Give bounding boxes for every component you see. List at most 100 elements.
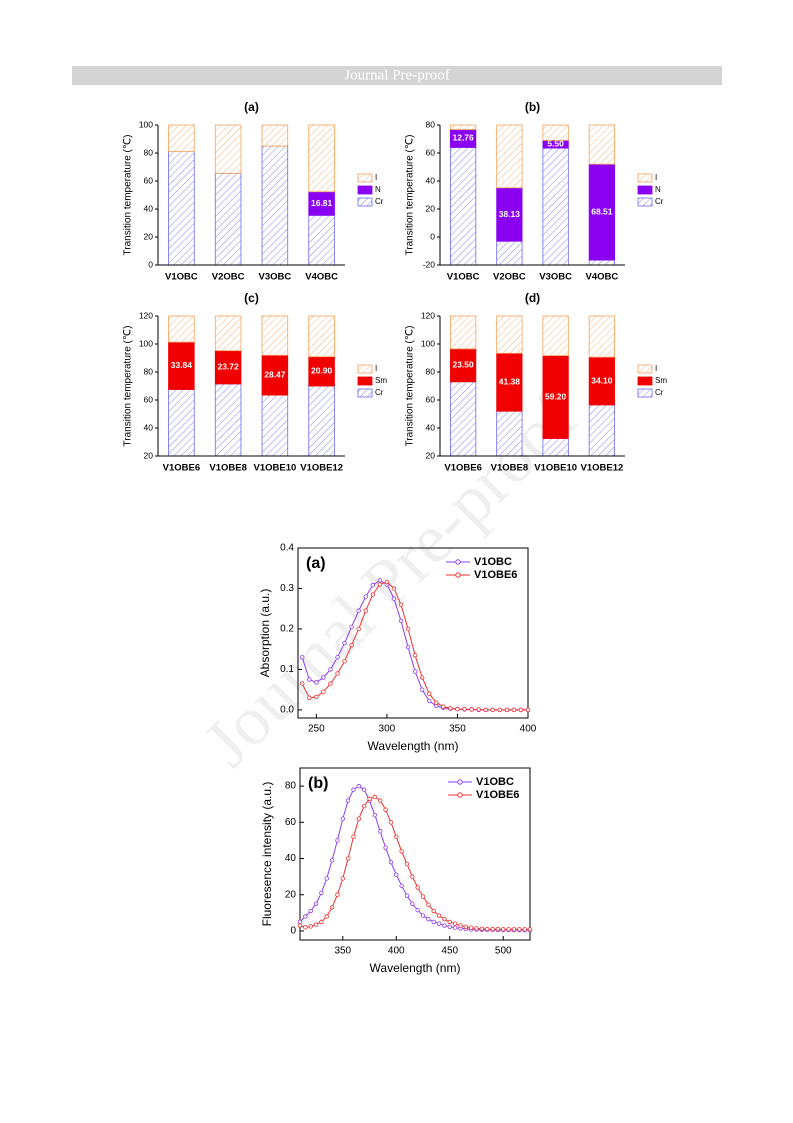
series-marker <box>504 707 510 713</box>
series-marker <box>431 919 436 925</box>
series-marker <box>356 626 361 632</box>
legend-label: N <box>375 185 381 194</box>
y-tick-label: 20 <box>144 231 154 241</box>
series-marker <box>427 698 432 704</box>
series-marker <box>412 669 418 674</box>
series-marker <box>345 798 351 803</box>
series-marker <box>308 908 313 914</box>
series-marker <box>319 919 324 925</box>
x-tick-label: V2OBC <box>212 272 245 283</box>
bar-segment <box>168 151 195 266</box>
series-marker <box>476 707 481 712</box>
bar-segment <box>542 147 569 266</box>
value-label: 23.72 <box>217 362 239 372</box>
x-tick-label: V2OBC <box>493 272 526 283</box>
legend-label: V1OBC <box>476 776 514 788</box>
bar-segment <box>542 355 569 439</box>
chart-title: (b) <box>525 100 540 114</box>
legend-swatch <box>637 388 653 398</box>
x-tick-label: 400 <box>388 946 405 957</box>
y-tick-label: 80 <box>426 119 436 129</box>
series-marker <box>391 596 397 601</box>
value-label: 59.20 <box>545 391 567 401</box>
series-marker <box>490 926 495 932</box>
series-marker <box>342 640 347 646</box>
header-title: Journal Pre-proof <box>344 67 449 83</box>
series-marker <box>405 644 411 650</box>
series-marker <box>419 675 425 680</box>
x-tick-label: 350 <box>334 946 351 957</box>
legend-swatch <box>357 388 373 398</box>
series-marker <box>335 838 340 843</box>
series-marker <box>447 919 452 925</box>
bar-segment <box>588 404 615 457</box>
x-axis-label: Wavelength (nm) <box>368 739 459 753</box>
series-marker <box>383 807 388 812</box>
series-marker <box>426 902 431 907</box>
series-marker <box>522 927 527 932</box>
series-marker <box>349 624 354 630</box>
y-tick-label: 80 <box>144 366 154 376</box>
chart-title: (a) <box>244 100 259 114</box>
series-marker <box>495 926 501 932</box>
series-marker <box>525 707 531 713</box>
value-label: 34.10 <box>591 375 613 385</box>
bar-segment <box>588 259 615 266</box>
series-line <box>299 785 530 931</box>
series-marker <box>313 901 319 906</box>
y-tick-label: 60 <box>426 394 436 404</box>
bar-segment <box>214 315 242 352</box>
series-marker <box>303 925 308 930</box>
x-tick-label: 400 <box>520 724 537 735</box>
x-tick-label: V1OBE10 <box>253 463 296 474</box>
series-marker <box>378 798 383 803</box>
y-tick-label: 0.4 <box>280 543 294 554</box>
series-marker <box>415 885 420 890</box>
series-marker <box>300 681 305 686</box>
y-tick-label: 20 <box>144 450 154 460</box>
y-tick-label: 40 <box>285 853 297 864</box>
series-marker <box>351 834 356 839</box>
y-tick-label: 100 <box>139 119 153 129</box>
y-axis-label: Transition temperature (℃) <box>405 135 416 256</box>
series-marker <box>335 655 340 660</box>
series-marker <box>415 907 420 913</box>
y-tick-label: 40 <box>144 203 154 213</box>
series-marker <box>297 919 303 925</box>
y-axis-label: Absorption (a.u.) <box>258 589 272 678</box>
bar-segment <box>588 356 615 406</box>
series-marker <box>370 592 375 597</box>
y-tick-label: 60 <box>144 394 154 404</box>
value-label: 20.90 <box>311 366 333 376</box>
series-marker <box>458 923 463 928</box>
series-marker <box>321 689 326 694</box>
legend-swatch <box>357 376 373 386</box>
y-tick-label: 20 <box>285 889 297 900</box>
value-label: 12.76 <box>452 133 474 143</box>
chart-title: (b) <box>308 775 328 792</box>
bar-segment <box>496 352 523 412</box>
series-marker <box>345 856 351 861</box>
series-marker <box>342 659 347 664</box>
legend-label: V1OBE6 <box>476 789 519 801</box>
series-marker <box>340 876 345 881</box>
x-tick-label: V4OBC <box>305 272 338 283</box>
bar-segment <box>261 145 289 266</box>
y-tick-label: 60 <box>285 817 297 828</box>
bar-segment <box>308 356 335 387</box>
series-marker <box>447 924 452 929</box>
x-tick-label: V1OBE10 <box>534 463 577 474</box>
bar-segment <box>168 341 195 390</box>
series-marker <box>419 687 425 692</box>
series-marker <box>363 594 368 599</box>
y-axis-label: Transition temperature (℃) <box>123 326 134 447</box>
y-tick-label: 60 <box>144 175 154 185</box>
series-marker <box>469 707 474 712</box>
bar-segment <box>214 124 242 174</box>
series-marker <box>328 681 333 686</box>
bar-segment <box>496 410 523 457</box>
series-marker <box>452 925 458 930</box>
bar-segment <box>168 124 195 153</box>
y-tick-label: 80 <box>426 366 436 376</box>
series-marker <box>441 704 446 709</box>
